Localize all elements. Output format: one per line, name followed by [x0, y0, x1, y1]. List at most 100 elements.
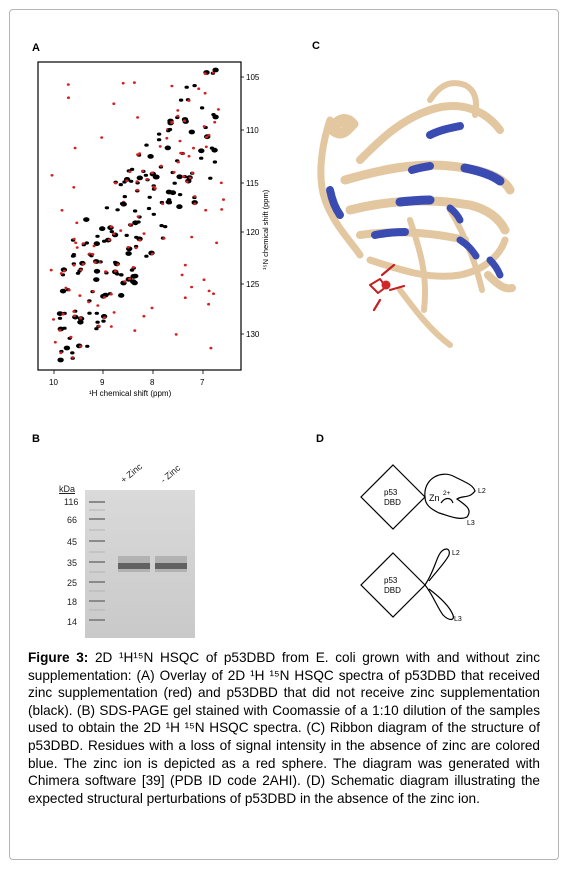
y-tick-label: 130	[246, 330, 260, 339]
nmr-peak	[72, 310, 76, 313]
marker-label: 66	[67, 515, 78, 525]
y-axis-ticks	[241, 76, 244, 335]
nmr-peak	[146, 206, 152, 211]
nmr-peak	[53, 340, 57, 344]
nmr-peak	[87, 300, 91, 304]
nmr-peak	[174, 333, 178, 336]
nmr-peak	[97, 324, 101, 328]
nmr-peak	[144, 143, 149, 147]
nmr-peak	[61, 312, 65, 316]
schematic-bottom-p53: p53	[384, 576, 398, 585]
nmr-peak	[142, 232, 146, 235]
nmr-peak	[125, 179, 129, 182]
band-plus-zinc	[118, 563, 150, 569]
x-tick-label: 9	[100, 378, 105, 387]
nmr-peak	[182, 175, 186, 178]
nmr-peak	[204, 145, 208, 149]
nmr-peak	[202, 125, 206, 128]
nmr-peak	[81, 262, 85, 266]
nmr-peak	[91, 253, 95, 256]
nmr-peak	[178, 139, 182, 143]
caption-text: 2D ¹H¹⁵N HSQC of p53DBD from E. coli gro…	[28, 650, 540, 806]
dbd-diamond-bottom	[360, 552, 426, 618]
nmr-peak	[144, 254, 149, 258]
nmr-peak	[100, 136, 104, 139]
marker-label: 14	[67, 617, 78, 627]
nmr-peak	[209, 146, 215, 150]
nmr-peak	[153, 187, 157, 190]
nmr-peak	[96, 304, 100, 307]
nmr-peak	[176, 174, 183, 180]
nmr-peak	[50, 174, 54, 177]
schematic-bottom-dbd: DBD	[384, 586, 401, 595]
nmr-peak	[70, 254, 76, 258]
nmr-peak	[66, 83, 70, 86]
nmr-peak	[81, 242, 85, 245]
nmr-peak	[78, 294, 82, 297]
figure-frame	[9, 9, 559, 860]
nmr-peak	[187, 99, 191, 102]
x-tick-label: 10	[49, 378, 58, 387]
nmr-peak	[204, 208, 208, 212]
nmr-peak	[215, 241, 219, 245]
nmr-peak	[56, 311, 64, 316]
nmr-peak	[109, 325, 113, 328]
loop-l2-bottom: L2	[452, 550, 460, 557]
nmr-peak	[104, 270, 108, 273]
nmr-peak	[115, 208, 120, 212]
nmr-peak	[102, 296, 107, 299]
nmr-peak	[143, 173, 149, 177]
nmr-plot-frame	[37, 61, 242, 371]
nmr-peak	[159, 224, 164, 228]
nmr-peak	[75, 271, 81, 275]
schematic-top-dbd: DBD	[384, 498, 401, 507]
nmr-peak	[169, 190, 177, 196]
nmr-peak	[52, 318, 55, 321]
nmr-peak	[150, 171, 154, 175]
nmr-peak	[176, 160, 180, 164]
nmr-peak	[165, 136, 169, 140]
nmr-peak	[93, 268, 101, 274]
nmr-peak	[165, 199, 172, 205]
nmr-peak	[125, 251, 132, 256]
marker-label: 45	[67, 537, 78, 547]
nmr-peak	[190, 235, 194, 239]
nmr-peak	[112, 311, 116, 314]
nmr-peak	[211, 113, 216, 117]
nmr-peak	[128, 277, 132, 281]
nmr-peak	[112, 232, 116, 236]
nmr-peak	[163, 225, 168, 229]
nmr-peak	[188, 176, 192, 180]
structural-schematic: p53 DBD Zn 2+ L2 L3 p53 DBD L2 L3	[360, 464, 486, 623]
nmr-peak	[59, 351, 63, 355]
nmr-peak	[184, 85, 189, 89]
nmr-peak	[95, 320, 100, 324]
loop-l3-top: L3	[467, 520, 475, 527]
nmr-peak	[203, 91, 207, 95]
nmr-peak	[94, 327, 99, 331]
nmr-peak	[57, 357, 64, 363]
nmr-peak	[180, 273, 184, 277]
nmr-peak	[128, 223, 132, 226]
helix	[323, 114, 359, 139]
nmr-peak	[71, 356, 75, 359]
nmr-peak	[147, 195, 152, 199]
nmr-peak	[176, 204, 183, 210]
nmr-peak	[119, 229, 123, 232]
nmr-peak	[209, 346, 213, 350]
nmr-peak	[212, 160, 218, 164]
nmr-peak	[203, 72, 207, 75]
schematic-top-p53: p53	[384, 488, 398, 497]
nmr-peak	[131, 266, 135, 269]
nmr-peak	[176, 109, 180, 112]
nmr-peak	[183, 263, 187, 267]
nmr-peak	[116, 263, 120, 266]
nmr-peak	[72, 263, 76, 267]
nmr-peak	[172, 181, 177, 185]
nmr-peak	[59, 272, 64, 275]
x-axis-label: ¹H chemical shift (ppm)	[89, 389, 172, 398]
nmr-peak	[78, 345, 83, 348]
nmr-peak	[207, 302, 211, 306]
nmr-peak	[219, 181, 223, 185]
nmr-peak	[158, 145, 162, 148]
